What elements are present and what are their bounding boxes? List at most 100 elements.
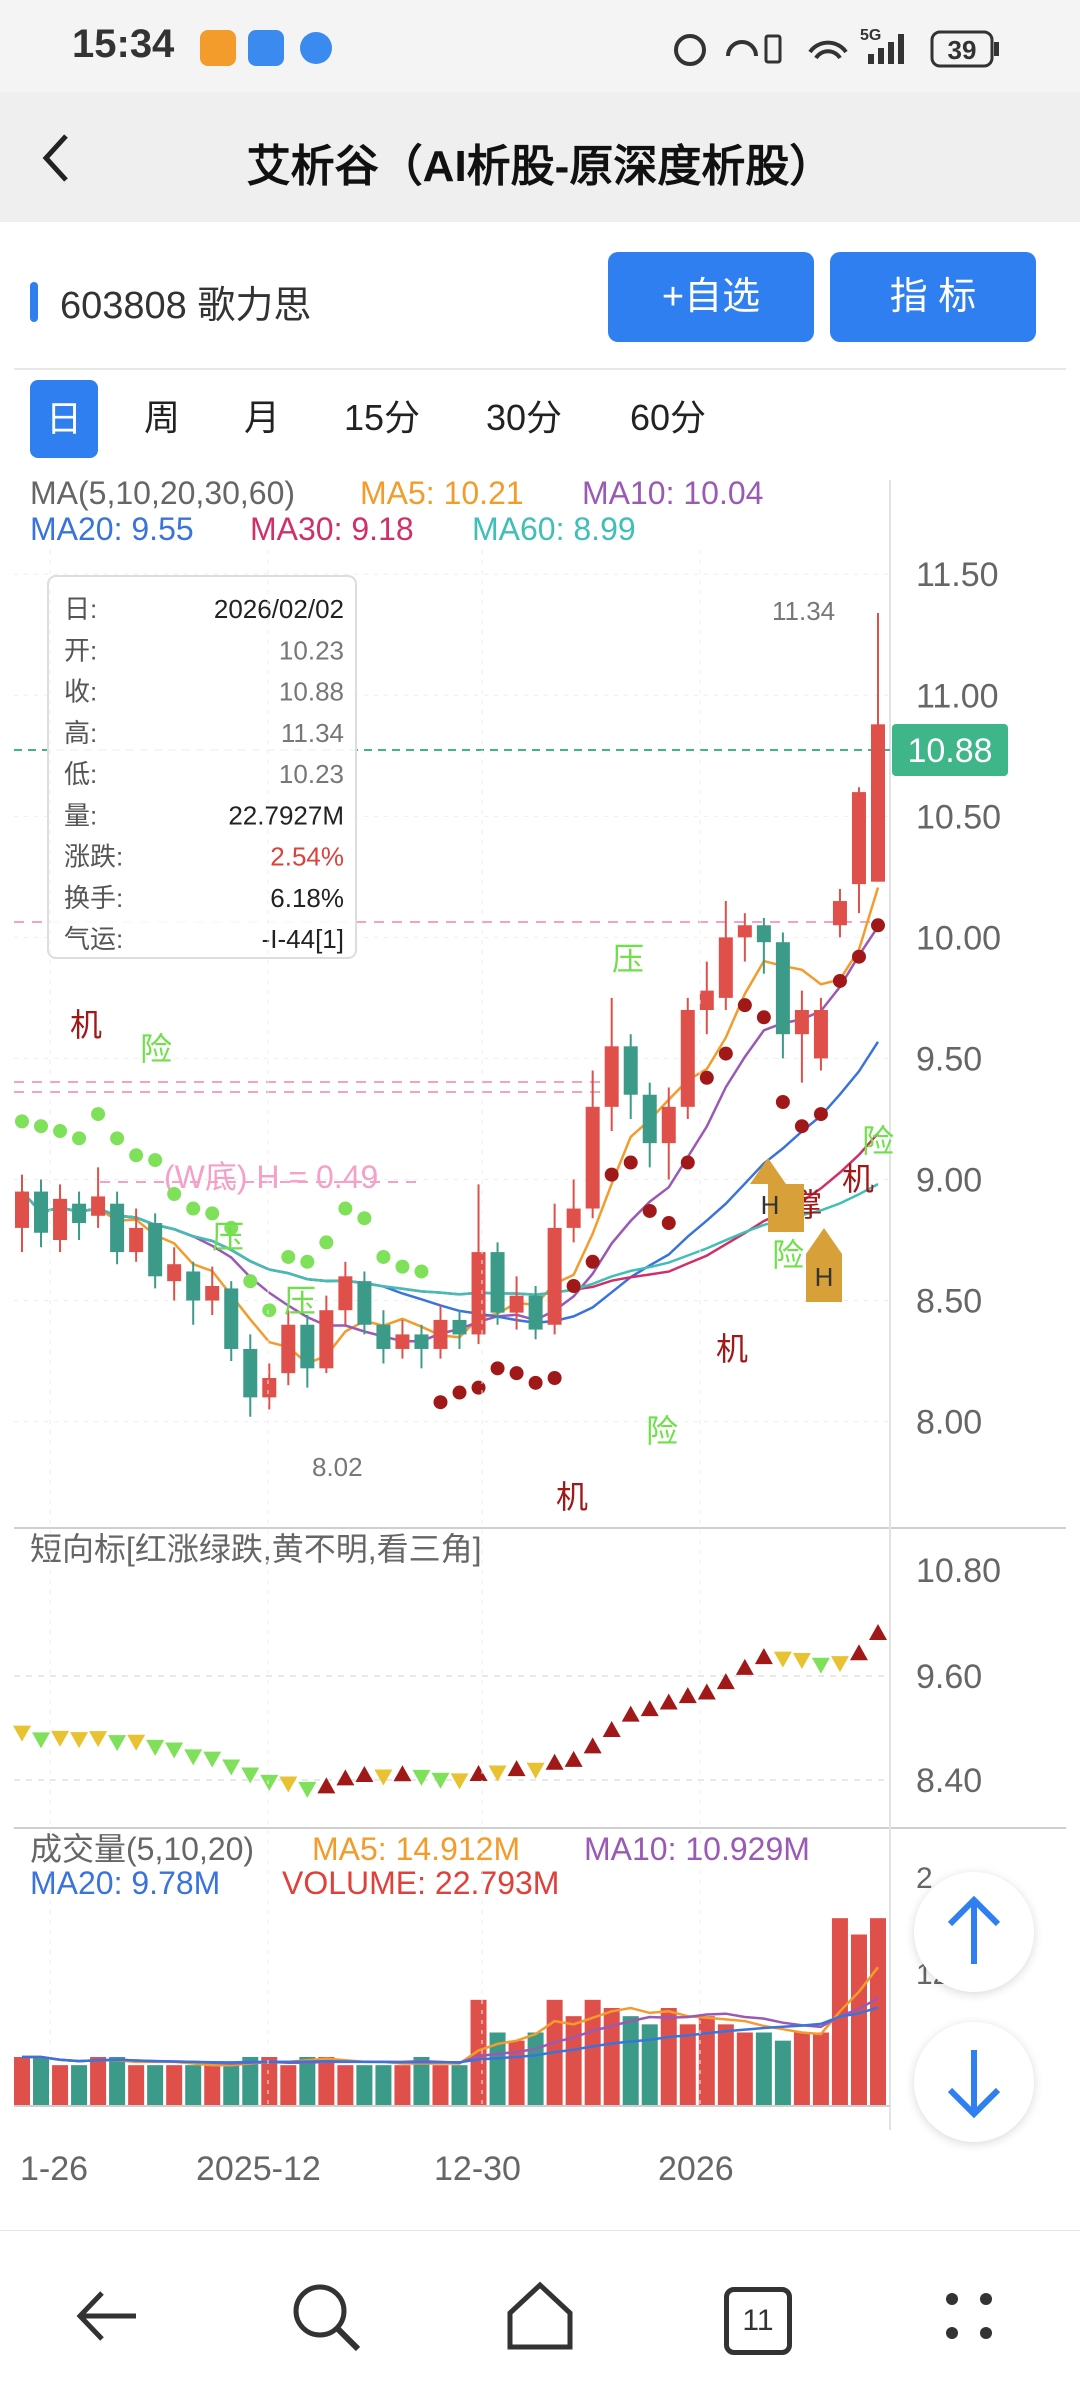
volume-bar (280, 2065, 297, 2106)
y-tick-label: 11.00 (916, 677, 999, 715)
candle-body (262, 1378, 277, 1398)
y-tick-label: 11.50 (916, 556, 999, 594)
back-arrow-icon[interactable] (70, 2281, 150, 2351)
volume-bar (641, 2024, 658, 2106)
tab-month[interactable]: 月 (244, 397, 281, 438)
volume-bar (204, 2065, 221, 2106)
add-watchlist-button[interactable]: +自选 (608, 252, 814, 342)
marker-xian-3: 险 (772, 1237, 804, 1273)
volume-ma5: MA5: 14.912M (312, 1831, 520, 1867)
trend-triangle (32, 1732, 51, 1749)
trend-triangle (412, 1769, 431, 1786)
volume-bar (717, 2024, 734, 2106)
tabs-button[interactable]: 11 (724, 2287, 792, 2355)
marker-h-2: H (806, 1228, 842, 1302)
tab-day[interactable]: 日 (30, 380, 98, 458)
sar-dot (490, 1361, 505, 1376)
current-price-tag (892, 724, 1008, 776)
trend-triangle (165, 1742, 184, 1759)
info-label: 换手: (64, 883, 123, 913)
tab-60min[interactable]: 60分 (630, 397, 707, 438)
info-label: 涨跌: (64, 842, 123, 872)
sar-dot (832, 973, 847, 988)
status-time: 15:34 (72, 22, 175, 66)
trend-triangle (526, 1762, 545, 1779)
more-icon[interactable] (936, 2283, 1006, 2353)
sar-dot (262, 1303, 277, 1318)
marker-xian-4: 险 (862, 1123, 894, 1159)
volume-bar (394, 2065, 411, 2106)
sar-dot (604, 1167, 619, 1182)
candle-body (490, 1252, 505, 1313)
search-icon[interactable] (286, 2277, 366, 2357)
trend-triangle (450, 1773, 469, 1790)
volume-bar (489, 2032, 506, 2106)
volume-bar (432, 2065, 449, 2106)
tab-15min[interactable]: 15分 (344, 397, 421, 438)
indicator-button[interactable]: 指 标 (830, 252, 1036, 342)
sar-dot (395, 1259, 410, 1274)
trend-triangle (659, 1693, 678, 1710)
volume-bar (71, 2065, 88, 2106)
page-title: 艾析谷（AI析股-原深度析股） (246, 142, 834, 191)
volume-bar (679, 2024, 696, 2106)
candle-body (186, 1271, 201, 1301)
stock-header: 603808 歌力思 +自选 指 标 (0, 222, 1080, 372)
candle-body (775, 942, 790, 1035)
volume-ma-lines (22, 1966, 879, 2067)
sar-dot (414, 1264, 429, 1279)
ma20-label: MA20: 9.55 (30, 511, 194, 547)
trend-triangle (108, 1735, 127, 1752)
candle-body (91, 1196, 106, 1216)
home-icon[interactable] (500, 2275, 580, 2355)
volume-bar (527, 2032, 544, 2106)
trend-triangle (735, 1658, 754, 1675)
ma5-label: MA5: 10.21 (360, 475, 524, 511)
scroll-down-button[interactable] (914, 2022, 1034, 2142)
x-tick-2: 2025-12 (196, 2150, 321, 2188)
tab-week[interactable]: 周 (144, 397, 181, 438)
volume-value: VOLUME: 22.793M (282, 1865, 559, 1901)
volume-bar (565, 2016, 582, 2106)
low-price-label: 8.02 (312, 1452, 363, 1482)
candle-body (642, 1094, 657, 1144)
sar-dot (794, 1119, 809, 1134)
y-tick-label: 8.00 (916, 1404, 982, 1442)
scroll-up-button[interactable] (914, 1872, 1034, 1992)
signal-icon (868, 34, 904, 64)
trend-triangle (469, 1764, 488, 1781)
phone-icon (764, 34, 782, 64)
ma10-line (21, 926, 880, 1343)
volume-bar (470, 1999, 487, 2106)
candle-body (452, 1319, 467, 1335)
sar-dot (642, 1203, 657, 1218)
sar-dot (167, 1187, 182, 1201)
volume-bar (375, 2065, 392, 2106)
candle-body (110, 1203, 125, 1253)
ma60-line (21, 1182, 879, 1297)
trend-triangle (811, 1657, 830, 1674)
candle-body (433, 1319, 448, 1349)
candle-body (851, 792, 866, 885)
volume-bar (812, 2032, 829, 2106)
volume-bar (147, 2065, 164, 2106)
kline-chart[interactable]: MA(5,10,20,30,60) MA5: 10.21 MA10: 10.04… (0, 470, 1080, 2230)
sar-dot (148, 1153, 163, 1168)
trend-triangle (127, 1734, 146, 1751)
volume-bar (318, 2057, 335, 2106)
volume-bar (622, 2016, 639, 2106)
marker-ya: 压 (612, 941, 644, 977)
trend-triangle (849, 1644, 868, 1661)
info-value: 2.54% (270, 842, 344, 872)
sar-dot (186, 1201, 201, 1216)
candle-body (319, 1310, 334, 1369)
candle-body (585, 1106, 600, 1209)
volume-bar (33, 2057, 50, 2106)
tab-30min[interactable]: 30分 (486, 397, 563, 438)
candle-body (357, 1281, 372, 1325)
ma5-line (21, 887, 880, 1365)
volume-bar (14, 2057, 30, 2106)
info-value: -I-44[1] (262, 924, 344, 954)
short-y-tick-2: 9.60 (916, 1658, 982, 1696)
chevron-left-icon[interactable] (36, 128, 76, 188)
